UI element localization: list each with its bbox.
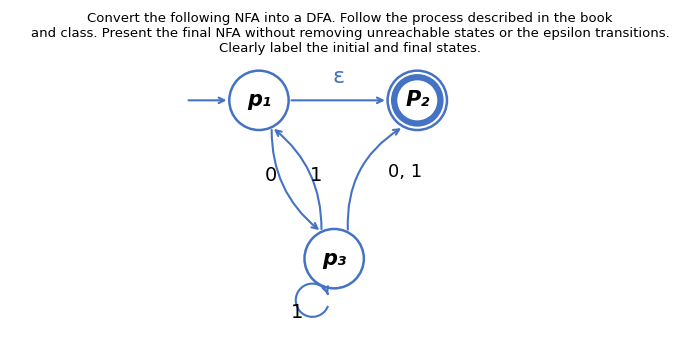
- Text: 1: 1: [310, 166, 323, 185]
- Circle shape: [388, 71, 447, 130]
- Text: 1: 1: [290, 303, 303, 322]
- Text: p₃: p₃: [322, 249, 346, 269]
- Circle shape: [394, 77, 440, 123]
- Text: Convert the following NFA into a DFA. Follow the process described in the book
a: Convert the following NFA into a DFA. Fo…: [31, 12, 669, 55]
- Circle shape: [304, 229, 364, 288]
- Circle shape: [230, 71, 288, 130]
- Text: 0, 1: 0, 1: [389, 163, 423, 181]
- Text: ε: ε: [332, 66, 344, 87]
- Text: p₁: p₁: [247, 90, 271, 110]
- Text: P₂: P₂: [405, 90, 430, 110]
- Text: 0: 0: [265, 166, 277, 185]
